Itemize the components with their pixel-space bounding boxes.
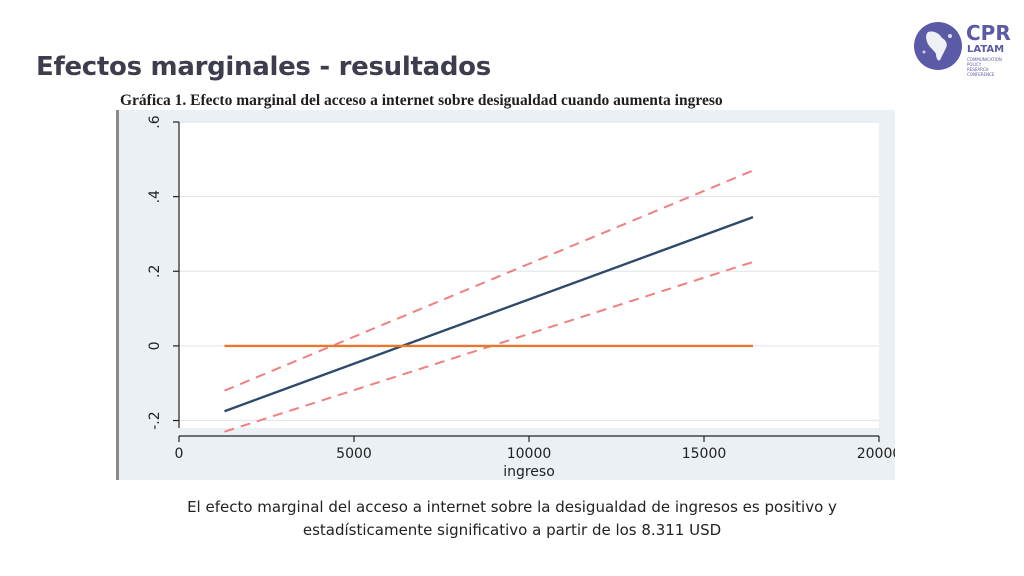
slide-title: Efectos marginales - resultados [36, 52, 491, 82]
logo-tagline: COMMUNICATION POLICY RESEARCH CONFERENCE [967, 57, 1013, 77]
conclusion-line-2: estadísticamente significativo a partir … [302, 521, 722, 539]
x-axis-label: ingreso [503, 464, 555, 480]
chart-title: Gráfica 1. Efecto marginal del acceso a … [120, 92, 723, 109]
conclusion-text: El efecto marginal del acceso a internet… [0, 496, 1024, 542]
x-tick-label: 10000 [507, 446, 552, 462]
logo-tagline-1: COMMUNICATION POLICY [967, 57, 1002, 67]
y-tick-label: 0 [147, 341, 163, 350]
logo-latam-text: LATAM [967, 44, 1005, 55]
y-tick-label: -.2 [147, 411, 163, 429]
y-tick-label: .6 [147, 115, 163, 128]
y-tick-label: .2 [147, 265, 163, 278]
plot-area [179, 122, 879, 428]
x-tick-label: 20000 [857, 446, 895, 462]
latin-america-map-icon [914, 22, 962, 70]
cpr-latam-logo: CPR LATAM COMMUNICATION POLICY RESEARCH … [914, 21, 1014, 77]
y-tick-label: .4 [147, 190, 163, 203]
upper-ci-line [224, 169, 754, 392]
x-tick-label: 15000 [682, 446, 727, 462]
logo-tagline-2: RESEARCH CONFERENCE [967, 67, 995, 77]
x-tick-label: 0 [175, 446, 184, 462]
conclusion-line-1: El efecto marginal del acceso a internet… [187, 498, 837, 516]
x-tick-label: 5000 [336, 446, 372, 462]
marginal-effect-chart: -.2 0 .2 .4 .6 0 5000 10000 15000 20000 ingreso [147, 115, 895, 480]
logo-cpr-text: CPR [966, 21, 1011, 45]
chart-frame: -.2 0 .2 .4 .6 0 5000 10000 15000 20000 ingreso [116, 110, 895, 480]
marginal-effect-line [224, 216, 754, 413]
